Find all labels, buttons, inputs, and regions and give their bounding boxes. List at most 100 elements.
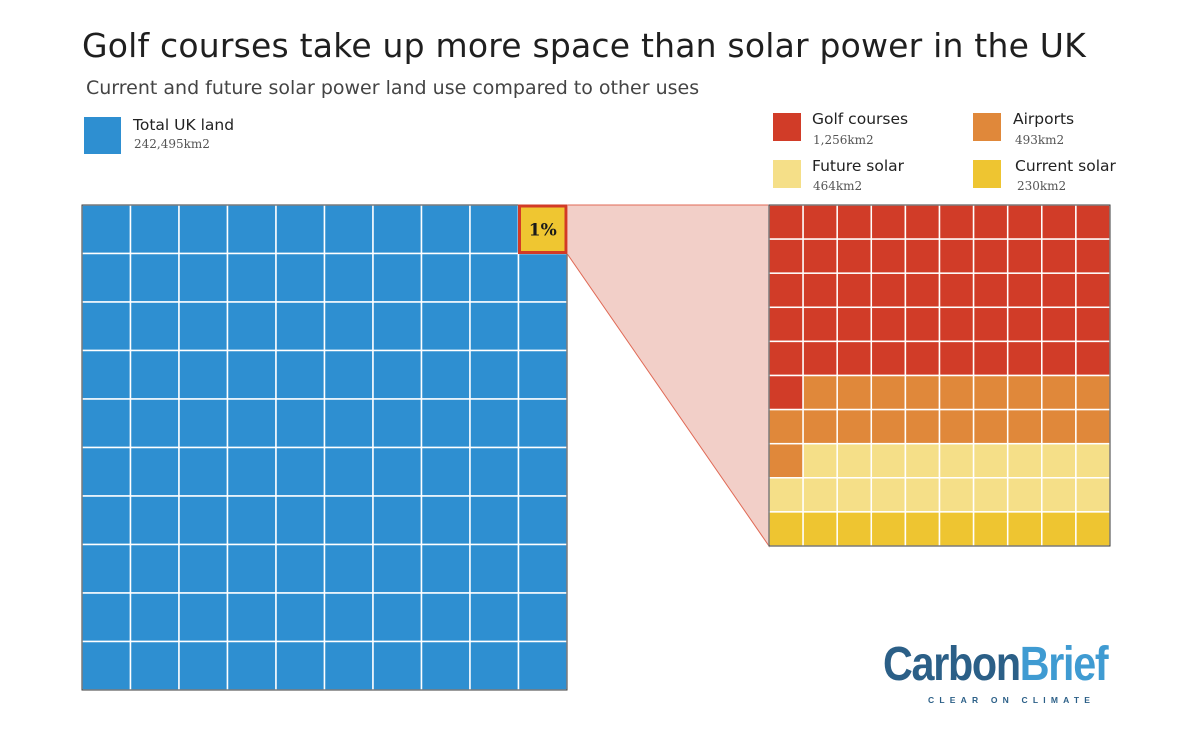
main-waffle-cell (275, 301, 326, 352)
main-waffle-cell (469, 446, 520, 497)
main-waffle-cell (178, 349, 229, 400)
main-waffle-cell (420, 301, 471, 352)
main-waffle-cell (323, 301, 374, 352)
main-waffle-cell (129, 398, 180, 449)
main-waffle-cell (226, 301, 277, 352)
main-waffle-cell (129, 640, 180, 691)
main-waffle-cell (420, 640, 471, 691)
main-waffle-cell (226, 252, 277, 303)
detail-cell-golf-courses (870, 306, 907, 343)
main-waffle-cell (226, 640, 277, 691)
logo-wordmark: CarbonBrief (883, 641, 1109, 689)
detail-cell-current-solar (1075, 511, 1111, 547)
detail-cell-current-solar (938, 511, 975, 547)
main-waffle-cell (469, 640, 520, 691)
main-waffle-cell (323, 446, 374, 497)
main-waffle-cell (275, 446, 326, 497)
main-waffle-cell (129, 592, 180, 643)
detail-cell-future-solar (870, 477, 907, 513)
detail-waffle-border (768, 204, 1111, 547)
main-waffle-cell (517, 398, 568, 449)
detail-cell-golf-courses (938, 238, 975, 274)
detail-cell-airports (938, 408, 975, 445)
detail-cell-airports (904, 374, 941, 411)
detail-cell-golf-courses (1006, 272, 1043, 309)
detail-cell-golf-courses (938, 204, 975, 240)
main-waffle-cell (81, 204, 132, 255)
detail-cell-golf-courses (972, 306, 1009, 343)
main-waffle-cell (323, 495, 374, 546)
legend-label-future-solar: Future solar (812, 157, 905, 175)
main-waffle-cell (226, 446, 277, 497)
detail-cell-golf-courses (1006, 238, 1043, 274)
detail-cell-golf-courses (870, 238, 907, 274)
legend-label-airports: Airports (1013, 110, 1075, 128)
main-waffle-grid (81, 204, 568, 691)
detail-cell-current-solar (1006, 511, 1043, 547)
main-waffle-cell (469, 204, 520, 255)
detail-cell-golf-courses (1075, 204, 1111, 240)
legend-value-future-solar: 464km2 (813, 179, 863, 193)
detail-cell-golf-courses (802, 272, 838, 309)
main-waffle-cell (178, 592, 229, 643)
detail-cell-airports (938, 374, 975, 411)
main-waffle-cell (323, 252, 374, 303)
chart-subtitle: Current and future solar power land use … (86, 77, 700, 99)
detail-cell-golf-courses (802, 306, 838, 343)
detail-cell-airports (768, 442, 804, 479)
highlight-cell-label: 1% (529, 220, 557, 240)
detail-cell-current-solar (870, 511, 907, 547)
detail-cell-airports (1006, 374, 1043, 411)
detail-cell-golf-courses (1075, 306, 1111, 343)
detail-cell-golf-courses (768, 374, 804, 411)
detail-cell-golf-courses (802, 238, 838, 274)
detail-cell-golf-courses (768, 306, 804, 343)
detail-cell-golf-courses (1041, 340, 1077, 377)
main-waffle-cell (129, 446, 180, 497)
main-waffle-cell (129, 543, 180, 594)
legend-swatch-current-solar (973, 160, 1001, 188)
main-waffle-cell (226, 592, 277, 643)
main-waffle-cell (372, 543, 423, 594)
legend-label-golf-courses: Golf courses (812, 110, 909, 128)
main-waffle-cell (81, 301, 132, 352)
detail-cell-airports (768, 408, 804, 445)
main-waffle-cell (323, 543, 374, 594)
main-waffle-cell (517, 252, 568, 303)
detail-cell-golf-courses (802, 204, 838, 240)
detail-cell-future-solar (1075, 477, 1111, 513)
main-waffle-cell (469, 301, 520, 352)
chart-title: Golf courses take up more space than sol… (82, 26, 1086, 65)
legend-label-total-uk-land: Total UK land (133, 116, 235, 134)
detail-cell-airports (1006, 408, 1043, 445)
main-waffle-cell (469, 349, 520, 400)
main-waffle-cell (420, 204, 471, 255)
main-waffle-cell (323, 398, 374, 449)
main-waffle-cell (178, 301, 229, 352)
detail-cell-current-solar (836, 511, 873, 547)
main-waffle-cell (81, 446, 132, 497)
main-waffle-cell (129, 301, 180, 352)
detail-cell-golf-courses (972, 204, 1009, 240)
detail-cell-future-solar (1041, 477, 1077, 513)
main-waffle-cell (323, 349, 374, 400)
detail-waffle-grid (768, 204, 1111, 547)
legend-swatch-airports (973, 113, 1001, 141)
detail-cell-golf-courses (972, 238, 1009, 274)
main-waffle-cell (469, 592, 520, 643)
detail-cell-golf-courses (836, 204, 873, 240)
main-waffle-border (81, 204, 568, 691)
main-waffle-cell (517, 446, 568, 497)
detail-cell-future-solar (836, 477, 873, 513)
main-waffle-cell (275, 592, 326, 643)
main-waffle-cell (420, 349, 471, 400)
detail-cell-golf-courses (836, 340, 873, 377)
detail-cell-golf-courses (1075, 272, 1111, 309)
detail-cell-airports (802, 408, 838, 445)
main-waffle-cell (323, 592, 374, 643)
main-waffle-cell (420, 446, 471, 497)
detail-cell-airports (870, 408, 907, 445)
detail-cell-golf-courses (904, 340, 941, 377)
detail-cell-golf-courses (1075, 238, 1111, 274)
detail-cell-golf-courses (938, 340, 975, 377)
